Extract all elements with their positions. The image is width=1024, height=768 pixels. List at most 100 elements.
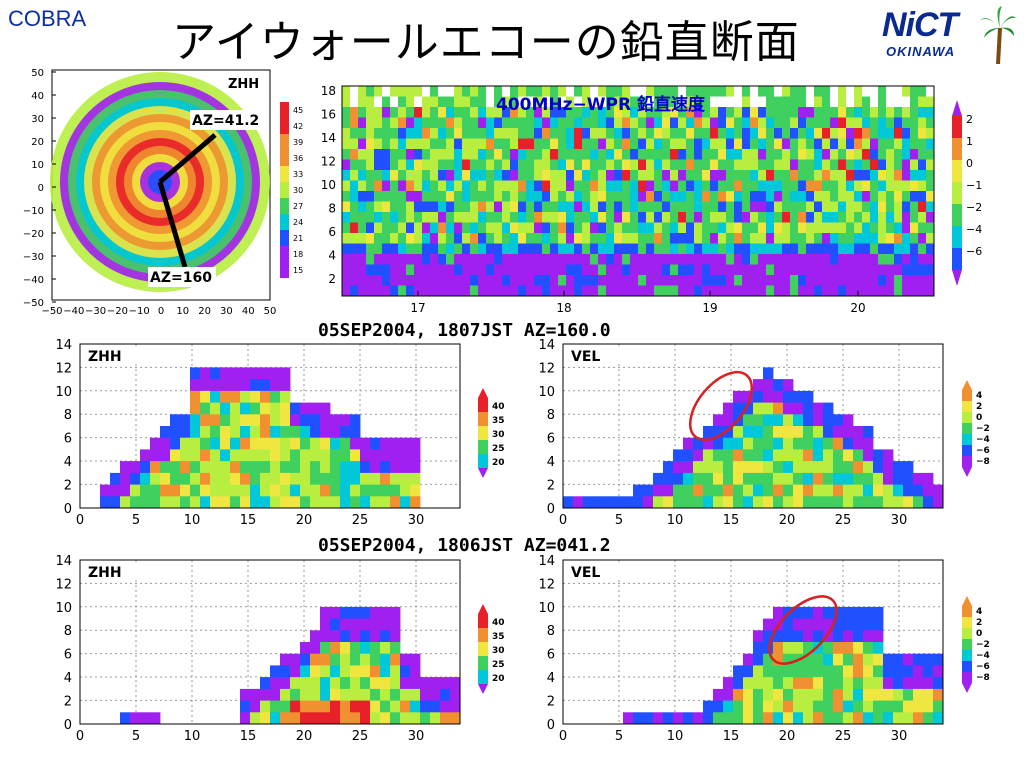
wpr-cell bbox=[606, 243, 615, 255]
wpr-cell bbox=[350, 254, 359, 265]
wpr-cell bbox=[566, 212, 575, 223]
wpr-cell bbox=[830, 149, 839, 160]
wpr-cell bbox=[638, 254, 647, 265]
section-cell bbox=[773, 437, 784, 450]
section-cell bbox=[833, 653, 844, 666]
wpr-cell bbox=[518, 107, 527, 118]
wpr-cell bbox=[470, 180, 479, 192]
section-cell bbox=[743, 484, 754, 497]
wpr-cell bbox=[470, 128, 479, 139]
section-cell bbox=[240, 379, 251, 392]
wpr-cell bbox=[926, 180, 935, 192]
ppi-xtick-label: 50 bbox=[264, 306, 277, 317]
section-cbar-cell bbox=[478, 670, 488, 684]
wpr-cell bbox=[374, 107, 383, 118]
wpr-cell bbox=[790, 264, 799, 276]
section-cell bbox=[270, 390, 281, 403]
wpr-cell bbox=[678, 212, 687, 223]
section-cell bbox=[793, 402, 804, 415]
section-cell bbox=[783, 496, 794, 509]
section-cell bbox=[583, 496, 594, 509]
wpr-cell bbox=[366, 243, 375, 255]
wpr-cell bbox=[710, 170, 719, 181]
ppi-ytick-label: 20 bbox=[31, 137, 44, 148]
wpr-cell bbox=[438, 117, 447, 129]
wpr-cell bbox=[598, 201, 607, 213]
wpr-xtick-label: 19 bbox=[702, 301, 717, 315]
wpr-cell bbox=[342, 264, 351, 276]
wpr-cell bbox=[502, 149, 511, 160]
wpr-cell bbox=[870, 254, 879, 265]
wpr-cell bbox=[366, 159, 375, 171]
section-cell bbox=[793, 688, 804, 701]
section-cell bbox=[180, 437, 191, 450]
wpr-cell bbox=[430, 117, 439, 129]
ppi-xtick-label: 40 bbox=[242, 306, 255, 317]
wpr-cell bbox=[662, 170, 671, 181]
wpr-cell bbox=[582, 222, 591, 234]
wpr-cell bbox=[358, 149, 367, 160]
wpr-cell bbox=[886, 191, 895, 202]
section-cell bbox=[380, 472, 391, 485]
wpr-cell bbox=[654, 222, 663, 234]
wpr-cell bbox=[654, 159, 663, 171]
wpr-cell bbox=[894, 191, 903, 202]
section-cell bbox=[190, 449, 201, 462]
section-cell bbox=[643, 496, 654, 509]
wpr-cell bbox=[422, 191, 431, 202]
wpr-cell bbox=[822, 254, 831, 265]
wpr-cell bbox=[662, 128, 671, 139]
wpr-cell bbox=[710, 86, 719, 97]
wpr-cell bbox=[878, 275, 887, 286]
section-cell bbox=[410, 653, 421, 666]
wpr-cell bbox=[518, 138, 527, 150]
wpr-cell bbox=[654, 107, 663, 118]
wpr-cell bbox=[502, 128, 511, 139]
wpr-cell bbox=[470, 86, 479, 97]
wpr-cell bbox=[862, 264, 871, 276]
wpr-cell bbox=[814, 254, 823, 265]
section-title-2: 05SEP2004, 1806JST AZ=041.2 bbox=[318, 535, 611, 556]
wpr-cell bbox=[910, 96, 919, 108]
section-cell bbox=[180, 472, 191, 485]
section-cell bbox=[743, 449, 754, 462]
wpr-cell bbox=[438, 254, 447, 265]
wpr-cell bbox=[502, 201, 511, 213]
wpr-cell bbox=[406, 149, 415, 160]
section-cell bbox=[260, 379, 271, 392]
section-cbar-label: 30 bbox=[492, 646, 505, 656]
section-cell bbox=[783, 618, 794, 631]
wpr-cell bbox=[398, 96, 407, 108]
wpr-cell bbox=[446, 243, 455, 255]
wpr-cell bbox=[734, 275, 743, 286]
wpr-cell bbox=[894, 222, 903, 234]
wpr-cell bbox=[414, 212, 423, 223]
section-cbar-label: −6 bbox=[976, 662, 990, 672]
ppi-ytick-label: −50 bbox=[23, 298, 44, 309]
wpr-cell bbox=[414, 180, 423, 192]
section-cell bbox=[280, 665, 291, 678]
section-cell bbox=[923, 665, 934, 678]
wpr-cell bbox=[478, 222, 487, 234]
wpr-cell bbox=[918, 107, 927, 118]
wpr-cell bbox=[734, 107, 743, 118]
section-cell bbox=[693, 496, 704, 509]
section-cell bbox=[340, 472, 351, 485]
section-cell bbox=[883, 472, 894, 485]
section-cell bbox=[743, 426, 754, 439]
ppi-cbar-label: 36 bbox=[293, 154, 303, 163]
wpr-cell bbox=[638, 128, 647, 139]
wpr-cell bbox=[830, 201, 839, 213]
wpr-cell bbox=[382, 170, 391, 181]
section-cell bbox=[933, 688, 944, 701]
wpr-cell bbox=[438, 86, 447, 97]
section-label-bg bbox=[567, 564, 621, 580]
wpr-cell bbox=[638, 138, 647, 150]
section-cell bbox=[250, 449, 261, 462]
wpr-cell bbox=[654, 191, 663, 202]
section-cell bbox=[753, 677, 764, 690]
section-cell bbox=[320, 700, 331, 713]
section-cell bbox=[260, 688, 271, 701]
wpr-cell bbox=[742, 149, 751, 160]
